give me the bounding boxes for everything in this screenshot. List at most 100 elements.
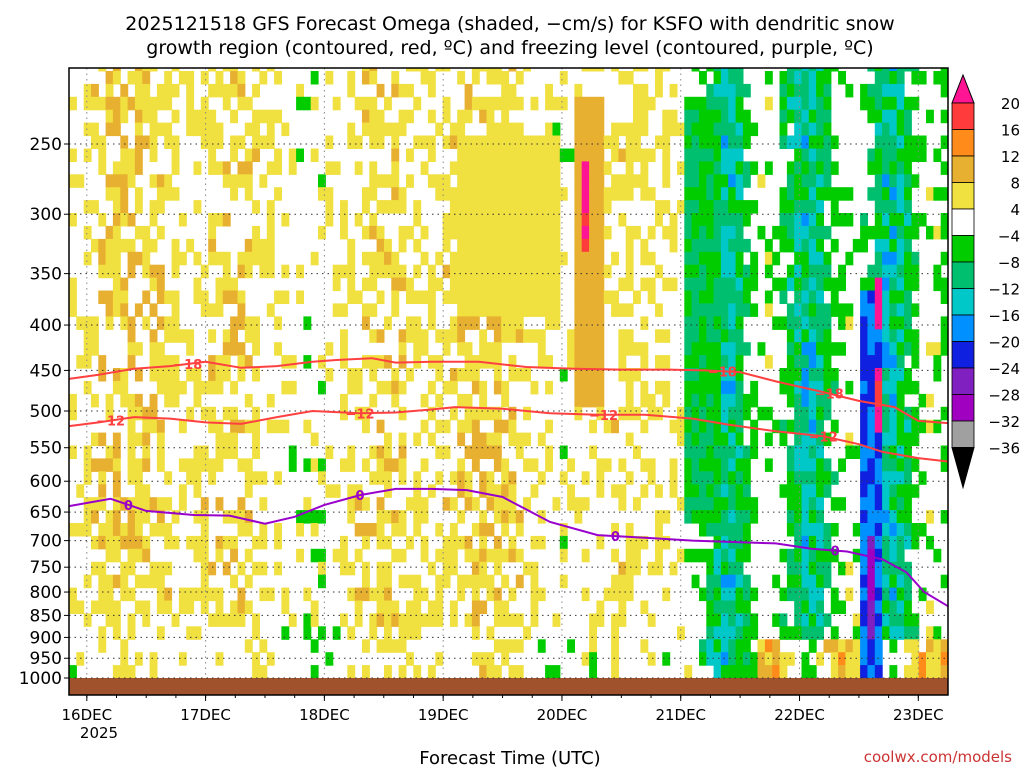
omega-cell [479,109,488,124]
omega-cell [376,264,385,279]
omega-cell [728,523,737,537]
omega-cell [193,200,202,214]
omega-cell [266,652,275,666]
omega-cell [347,71,356,85]
omega-cell [340,535,348,550]
omega-cell [574,497,583,511]
omega-cell [435,251,444,266]
omega-cell [552,665,561,679]
omega-cell [508,535,517,550]
omega-cell [933,419,942,434]
omega-cell [332,277,341,292]
omega-cell [69,303,77,317]
omega-cell [186,71,195,85]
omega-cell [420,535,429,550]
omega-cell [896,277,905,292]
omega-cell [713,277,722,292]
omega-cell [208,587,217,602]
omega-cell [508,83,517,98]
omega-cell [640,355,649,369]
omega-cell [354,587,363,602]
omega-cell [237,96,246,111]
omega-cell [120,574,129,589]
y-tick-label: 950 [30,649,62,669]
omega-cell [625,277,634,292]
omega-cell [464,368,473,382]
omega-cell [376,238,385,253]
omega-cell [318,548,326,563]
omega-cell [713,187,722,201]
omega-cell [559,148,568,162]
omega-cell [76,652,85,666]
omega-cell [808,251,817,266]
omega-cell [515,510,524,524]
omega-cell [830,368,839,382]
omega-cell [427,109,436,124]
omega-cell [764,458,773,472]
colorbar-segment [951,288,975,316]
omega-cell [904,600,912,614]
omega-cell [354,484,363,498]
omega-cell [691,419,700,434]
omega-cell [889,122,898,137]
omega-cell [764,71,773,85]
omega-cell [589,277,597,292]
omega-cell [794,432,803,447]
omega-cell [552,213,561,227]
omega-cell [691,238,700,253]
omega-cell [164,122,173,137]
omega-cell [706,148,715,162]
omega-cell [347,251,356,266]
omega-cell [633,135,641,149]
omega-cell [435,68,444,72]
omega-cell [120,109,129,124]
omega-cell [816,238,824,253]
omega-cell [398,471,407,485]
omega-cell [325,161,334,175]
omega-cell [274,148,282,162]
omega-cell [874,148,883,162]
omega-cell [720,613,729,627]
omega-cell [794,225,803,240]
omega-cell [515,548,524,563]
omega-cell [156,122,165,137]
omega-cell [691,187,700,201]
omega-cell [347,83,356,98]
omega-cell [501,484,510,498]
omega-cell [230,316,238,330]
omega-cell [479,161,488,175]
omega-cell [779,419,788,434]
omega-cell [420,458,429,472]
omega-cell [882,68,890,72]
omega-cell [794,187,803,201]
omega-cell [589,652,597,666]
omega-cell [750,264,759,279]
omega-cell [808,665,817,679]
omega-cell [816,174,824,188]
colorbar-segment [951,155,975,183]
omega-cell [699,96,707,111]
omega-cell [200,264,209,279]
omega-cell [567,458,575,472]
omega-cell [156,316,165,330]
omega-cell [728,225,737,240]
omega-cell [904,510,912,524]
omega-cell [479,445,488,459]
omega-cell [274,471,282,485]
omega-cell [427,432,436,447]
omega-cell [523,174,531,188]
omega-cell [882,406,890,421]
omega-cell [742,458,751,472]
omega-cell [340,200,348,214]
omega-cell [706,406,715,421]
omega-cell [684,665,693,679]
omega-cell [794,303,803,317]
omega-cell [559,368,568,382]
omega-cell [384,613,392,627]
omega-cell [222,342,231,356]
omega-cell [845,187,854,201]
x-axis: 16DEC 17DEC 18DEC 19DEC 20DEC 21DEC 22DEC 23DEC [62,695,944,724]
omega-cell [750,432,759,447]
omega-cell [706,187,715,201]
